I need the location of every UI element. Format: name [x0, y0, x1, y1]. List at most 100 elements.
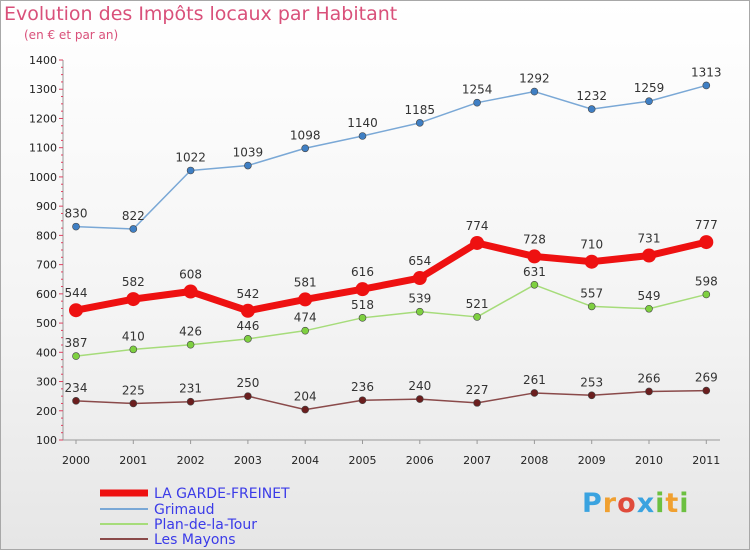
x-tick-label: 2010: [635, 454, 663, 467]
logo-letter: i: [679, 488, 690, 519]
data-point: [473, 313, 481, 321]
data-label: 234: [65, 381, 88, 395]
x-tick-label: 2001: [119, 454, 147, 467]
logo-letter: P: [582, 488, 603, 519]
data-point: [473, 399, 481, 407]
data-label: 446: [236, 319, 259, 333]
data-point: [645, 387, 653, 396]
chart-title: Evolution des Impôts locaux par Habitant: [4, 3, 398, 25]
data-label: 240: [408, 379, 431, 393]
data-point: [645, 97, 653, 106]
data-point: [69, 303, 83, 318]
data-label: 474: [294, 311, 317, 325]
data-point: [358, 132, 367, 140]
x-tick-label: 2002: [177, 454, 205, 467]
series-line: [75, 389, 707, 411]
data-point: [415, 395, 424, 403]
data-point: [415, 119, 424, 127]
y-tick-label: 100: [36, 434, 57, 447]
data-label: 1232: [576, 89, 607, 103]
data-point: [587, 391, 596, 400]
data-label: 1185: [405, 103, 436, 117]
data-point: [186, 397, 195, 406]
data-label: 598: [695, 274, 718, 288]
data-point: [470, 235, 485, 250]
proxiti-logo: Proxiti: [582, 488, 690, 519]
y-tick-label: 200: [36, 405, 57, 418]
x-tick-label: 2004: [291, 454, 319, 467]
data-point: [584, 254, 599, 269]
data-label: 631: [523, 265, 546, 279]
data-point: [244, 392, 252, 400]
data-label: 269: [695, 371, 718, 385]
data-label: 774: [466, 219, 489, 233]
x-tick-label: 2009: [578, 454, 606, 467]
data-label: 250: [236, 376, 259, 390]
data-label: 236: [351, 380, 374, 394]
data-point: [298, 292, 313, 307]
data-label: 830: [65, 207, 88, 221]
data-label: 549: [638, 289, 661, 303]
data-label: 1022: [175, 150, 206, 164]
data-label: 426: [179, 325, 202, 339]
x-tick-label: 2000: [62, 454, 90, 467]
y-tick-label: 1400: [29, 54, 57, 67]
y-tick-label: 500: [36, 317, 57, 330]
data-point: [587, 302, 596, 311]
x-tick-label: 2005: [349, 454, 377, 467]
series-line: [75, 84, 707, 230]
data-label: 204: [294, 390, 317, 404]
data-point: [645, 304, 653, 313]
data-point: [530, 87, 539, 96]
y-tick-label: 1000: [29, 171, 57, 184]
y-tick-label: 700: [36, 259, 57, 272]
data-label: 521: [466, 297, 489, 311]
data-label: 710: [580, 238, 603, 252]
x-tick-label: 2008: [520, 454, 548, 467]
data-label: 231: [179, 382, 202, 396]
data-label: 581: [294, 275, 317, 289]
y-tick-label: 1100: [29, 142, 57, 155]
data-label: 539: [408, 292, 431, 306]
data-label: 1098: [290, 128, 321, 142]
data-point: [301, 326, 310, 335]
data-label: 542: [236, 287, 259, 301]
x-tick-label: 2011: [692, 454, 720, 467]
legend-label: Grimaud: [154, 502, 214, 518]
data-label: 518: [351, 298, 374, 312]
y-tick-label: 400: [36, 346, 57, 359]
data-point: [358, 314, 367, 322]
data-label: 1313: [691, 65, 722, 79]
data-point: [240, 303, 255, 318]
logo-letter: i: [655, 488, 666, 519]
data-label: 266: [638, 371, 661, 385]
y-tick-label: 800: [36, 229, 57, 242]
data-label: 227: [466, 383, 489, 397]
data-label: 582: [122, 275, 145, 289]
data-label: 616: [351, 265, 374, 279]
data-label: 1259: [634, 81, 665, 95]
data-point: [358, 396, 367, 405]
data-point: [702, 81, 711, 90]
legend-label: Plan-de-la-Tour: [154, 517, 257, 533]
data-point: [702, 290, 711, 299]
data-label: 1254: [462, 83, 493, 97]
data-label: 544: [65, 286, 88, 300]
data-label: 731: [638, 232, 661, 246]
y-tick-label: 900: [36, 200, 57, 213]
series-line: [75, 238, 708, 315]
data-point: [530, 280, 539, 289]
data-label: 728: [523, 232, 546, 246]
data-point: [126, 292, 141, 307]
data-point: [72, 352, 80, 360]
data-point: [129, 345, 138, 354]
data-label: 557: [580, 286, 603, 300]
series-line: [75, 284, 707, 357]
data-point: [129, 225, 138, 233]
logo-letter: t: [665, 488, 680, 519]
data-label: 253: [580, 375, 603, 389]
y-tick-label: 1200: [29, 112, 57, 125]
x-tick-label: 2007: [463, 454, 491, 467]
data-label: 410: [122, 329, 145, 343]
